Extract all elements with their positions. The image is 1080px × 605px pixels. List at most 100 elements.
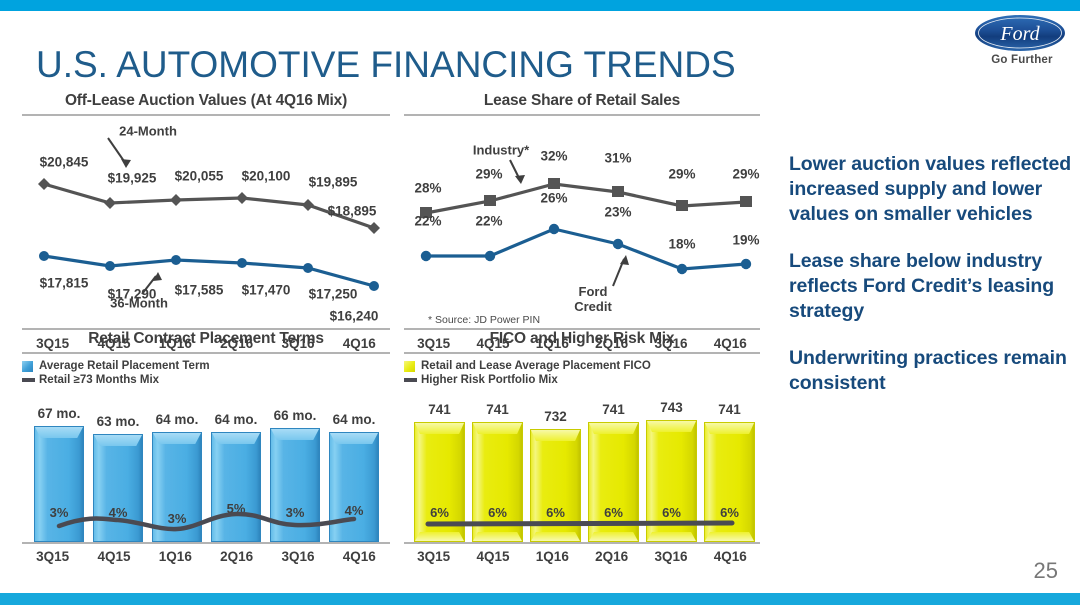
bar-value-label: 4%	[344, 503, 364, 518]
x-label: 4Q16	[342, 336, 376, 351]
bar-top-label: 741	[486, 402, 509, 417]
x-label: 4Q16	[713, 549, 747, 564]
x-label: 3Q16	[281, 549, 315, 564]
bar-value-label: 3%	[285, 505, 305, 520]
data-label: 29%	[475, 166, 503, 182]
page-title: U.S. AUTOMOTIVE FINANCING TRENDS	[36, 44, 736, 85]
data-label: 22%	[414, 213, 442, 229]
chart-title: FICO and Higher Risk Mix	[489, 330, 675, 347]
plot-area: 741 6% 741 6% 732 6% 741 6% 743 6% 741 6…	[404, 400, 760, 542]
x-label: 3Q15	[417, 549, 451, 564]
annotation-ford-credit: Ford Credit	[574, 284, 612, 314]
bar-value-label: 6%	[546, 505, 565, 520]
bar-value-label: 6%	[430, 505, 449, 520]
x-axis-labels: 3Q15 4Q15 1Q16 2Q16 3Q16 4Q16	[22, 330, 390, 351]
x-label: 4Q16	[342, 549, 376, 564]
svg-text:Ford: Ford	[999, 23, 1040, 45]
gray-line-swatch-icon	[404, 378, 417, 382]
bar-value-label: 4%	[108, 505, 128, 520]
x-label: 4Q15	[97, 549, 131, 564]
series-markers-ford-credit	[420, 223, 752, 275]
bar-value-label: 3%	[49, 505, 69, 520]
commentary-item: Underwriting practices remain consistent	[789, 346, 1067, 394]
data-label: 18%	[668, 236, 696, 252]
annotation-36-month: 36-Month	[110, 295, 168, 311]
data-label: 26%	[540, 190, 568, 206]
series-line-36-month	[43, 254, 375, 288]
bar-top-label: 64 mo.	[332, 412, 376, 427]
data-label: $20,100	[241, 168, 291, 184]
data-label: $17,470	[241, 282, 291, 298]
bar-top-label: 741	[602, 402, 625, 417]
title-divider	[22, 114, 390, 116]
legend-item: Average Retail Placement Term	[22, 360, 390, 372]
commentary-item: Lease share below industry reflects Ford…	[789, 249, 1055, 322]
x-label: 3Q16	[654, 549, 688, 564]
x-label: 1Q16	[158, 549, 192, 564]
x-label: 1Q16	[535, 549, 569, 564]
x-label: 2Q16	[595, 549, 629, 564]
chart-title: Lease Share of Retail Sales	[483, 92, 681, 109]
chart-legend: Average Retail Placement Term Retail ≥73…	[22, 360, 390, 386]
bar-top-label: 64 mo.	[155, 412, 199, 427]
bar-value-label: 6%	[604, 505, 623, 520]
x-label: 1Q16	[158, 336, 192, 351]
x-label: 3Q15	[36, 549, 70, 564]
data-label: 29%	[668, 166, 696, 182]
bar-top-label: 732	[544, 409, 567, 424]
series-markers-24-month	[38, 178, 380, 234]
x-label: 3Q15	[417, 336, 451, 351]
line-chart-svg	[420, 159, 752, 287]
bar-value-label: 6%	[720, 505, 739, 520]
data-label: $17,585	[174, 282, 224, 298]
data-label: 23%	[604, 204, 632, 220]
line-chart-svg	[38, 137, 380, 295]
x-axis-labels: 3Q15 4Q15 1Q16 2Q16 3Q16 4Q16	[404, 330, 760, 351]
bar-top-label: 63 mo.	[96, 414, 140, 429]
data-label: $17,815	[39, 275, 89, 291]
x-axis-labels: 3Q15 4Q15 1Q16 2Q16 3Q16 4Q16	[22, 544, 390, 564]
legend-label: Average Retail Placement Term	[39, 360, 210, 372]
legend-label: Higher Risk Portfolio Mix	[421, 374, 558, 386]
x-axis-rule	[22, 542, 390, 544]
x-label: 4Q16	[713, 336, 747, 351]
bar-top-label: 64 mo.	[214, 412, 258, 427]
page-number: 25	[1033, 558, 1058, 583]
bar-top-label: 743	[660, 400, 683, 415]
x-label: 3Q16	[654, 336, 688, 351]
data-label: $19,925	[107, 170, 157, 186]
x-axis-rule	[22, 328, 390, 330]
title-divider	[404, 352, 760, 354]
legend-label: Retail ≥73 Months Mix	[39, 374, 160, 386]
bar-top-label: 741	[428, 402, 451, 417]
x-label: 4Q15	[476, 336, 510, 351]
plot-area: Industry* Ford Credit 28% 29% 32% 31% 29%…	[404, 116, 760, 326]
x-axis-labels: 3Q15 4Q15 1Q16 2Q16 3Q16 4Q16	[404, 544, 760, 564]
series-line-ford-credit	[426, 227, 747, 271]
x-label: 4Q15	[476, 549, 510, 564]
data-label: 22%	[475, 213, 503, 229]
x-axis-rule	[404, 542, 760, 544]
ford-tagline: Go Further	[991, 54, 1053, 66]
arrow-36-month	[141, 275, 157, 295]
data-label: $17,250	[308, 286, 358, 302]
ford-oval-icon: Ford	[975, 15, 1065, 51]
chart-off-lease-auction-values: Off-Lease Auction Values (At 4Q16 Mix)	[22, 92, 390, 351]
blue-bar-swatch-icon	[22, 360, 33, 372]
data-label: 29%	[732, 166, 760, 182]
x-label: 2Q16	[220, 336, 254, 351]
bar-top-label: 741	[718, 402, 741, 417]
series-line-24-month	[43, 182, 375, 230]
bar-value-label: 3%	[167, 511, 187, 526]
legend-item: Retail and Lease Average Placement FICO	[404, 360, 760, 372]
x-label: 2Q16	[595, 336, 629, 351]
bar-top-label: 66 mo.	[273, 408, 317, 423]
x-label: 1Q16	[535, 336, 569, 351]
legend-label: Retail and Lease Average Placement FICO	[421, 360, 651, 372]
ford-logo: Ford Go Further	[974, 14, 1070, 76]
title-divider	[22, 352, 390, 354]
chart-legend: Retail and Lease Average Placement FICO …	[404, 360, 760, 386]
chart-footnote: * Source: JD Power PIN	[428, 314, 541, 326]
data-label: $17,290	[107, 286, 157, 302]
